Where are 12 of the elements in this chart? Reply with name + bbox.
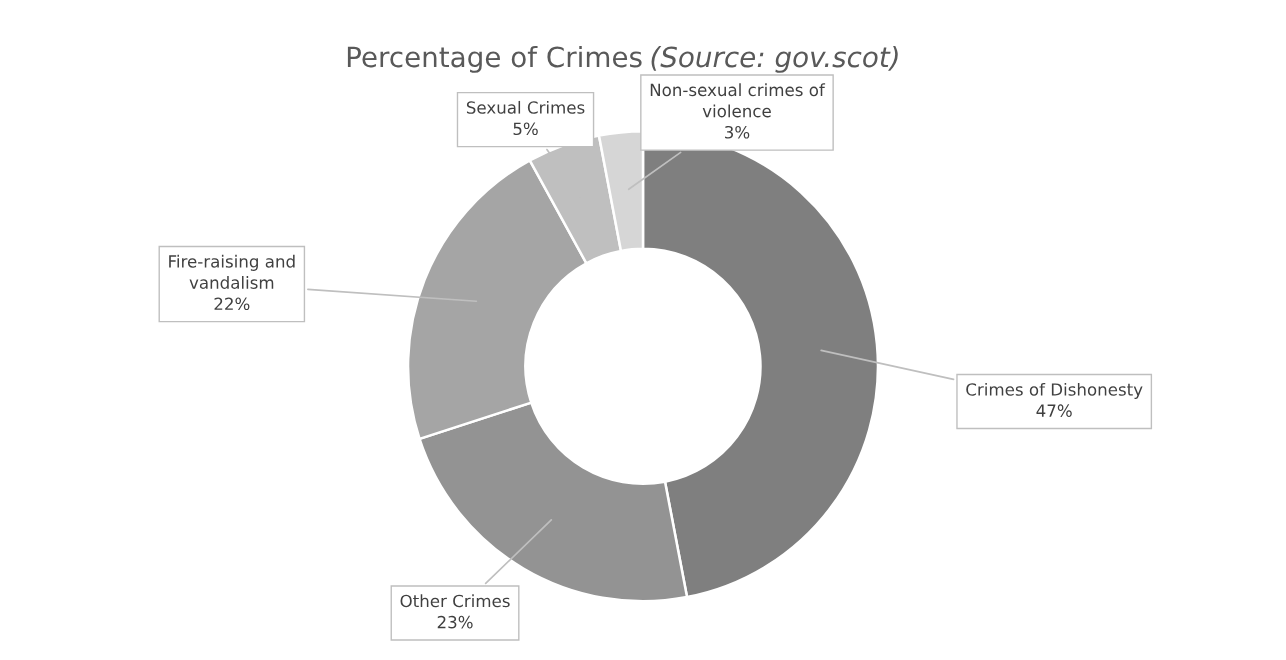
slice-label: Fire-raising and vandalism [169, 254, 295, 289]
data-label: 23% [437, 615, 473, 629]
data-label: 47% [1036, 404, 1072, 417]
slice-label: Non-sexual crimes of violence [650, 83, 826, 118]
slice-label: Other Crimes [400, 594, 510, 608]
data-label: 5% [513, 122, 538, 136]
slice-label: Sexual Crimes [466, 100, 585, 114]
data-label: 22% [214, 297, 250, 311]
chart-title: Percentage of Crimes [347, 45, 642, 73]
slice-label: Crimes of Dishonesty [966, 382, 1143, 400]
data-label: 3% [725, 125, 750, 139]
text: (Source: gov.scot) [651, 45, 898, 73]
